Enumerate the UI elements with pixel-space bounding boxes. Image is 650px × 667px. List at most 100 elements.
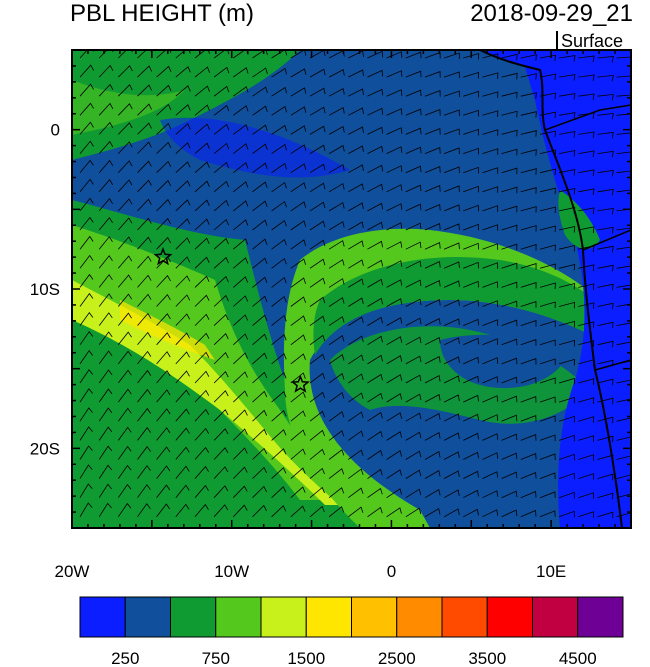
- wind-barb: [117, 426, 132, 441]
- wind-barb: [98, 274, 113, 288]
- wind-barb: [252, 143, 268, 154]
- wind-barb: [290, 277, 306, 288]
- wind-barb: [597, 378, 614, 386]
- wind-barb: [443, 318, 460, 326]
- wind-barb: [578, 378, 595, 385]
- wind-barb: [386, 412, 403, 422]
- wind-barb: [309, 68, 326, 78]
- wind-barb: [348, 240, 364, 250]
- wind-barb: [233, 276, 249, 288]
- wind-barb: [424, 393, 441, 403]
- colorbar-label: 3500: [468, 649, 506, 667]
- wind-barb: [367, 183, 384, 193]
- wind-barb: [194, 161, 210, 174]
- wind-barb: [616, 208, 631, 212]
- wind-barb: [156, 84, 172, 97]
- wind-barb: [578, 340, 595, 347]
- colorbar-swatch: [79, 596, 126, 638]
- wind-barb: [252, 219, 268, 231]
- wind-barb: [463, 261, 479, 269]
- wind-barb: [405, 336, 422, 346]
- wind-barb: [520, 92, 537, 99]
- wind-barb: [175, 142, 191, 154]
- colorbar-swatch: [305, 596, 352, 638]
- wind-barb: [233, 295, 249, 307]
- wind-barb: [558, 339, 575, 347]
- wind-barb: [616, 436, 631, 441]
- wind-barb: [463, 375, 479, 384]
- wind-barb: [539, 320, 556, 328]
- wind-barb: [616, 75, 631, 82]
- wind-barb: [443, 451, 460, 460]
- wind-barb: [175, 237, 191, 250]
- wind-barb: [424, 147, 441, 154]
- wind-barb: [424, 242, 441, 250]
- wind-barb: [156, 503, 171, 518]
- wind-barb: [98, 255, 113, 269]
- wind-barb: [501, 205, 518, 213]
- wind-barb: [443, 128, 460, 136]
- wind-barb: [156, 484, 171, 498]
- wind-barb: [290, 239, 307, 250]
- wind-barb: [98, 121, 114, 135]
- wind-barb: [290, 467, 306, 479]
- wind-barb: [309, 296, 326, 307]
- wind-barb: [578, 492, 594, 499]
- wind-barb: [309, 144, 326, 154]
- star-marker-1: [153, 247, 173, 266]
- wind-barb: [597, 511, 614, 519]
- wind-barb: [386, 507, 402, 518]
- wind-barb: [539, 339, 556, 346]
- wind-barb: [520, 187, 537, 194]
- wind-barb: [463, 223, 479, 231]
- wind-barb: [156, 370, 171, 384]
- wind-barb: [252, 314, 268, 326]
- x-tick-label: 0: [387, 562, 396, 581]
- wind-barb: [252, 295, 268, 307]
- wind-barb: [501, 300, 518, 308]
- wind-barb: [539, 510, 556, 518]
- wind-barb: [367, 107, 384, 116]
- wind-barb: [175, 104, 191, 116]
- wind-barb: [597, 454, 614, 462]
- wind-barb: [175, 218, 191, 231]
- wind-barb: [309, 505, 325, 518]
- wind-barb: [156, 103, 172, 116]
- wind-barb: [616, 113, 631, 120]
- wind-barb: [367, 221, 383, 231]
- wind-barb: [290, 372, 306, 384]
- wind-barb: [578, 511, 594, 518]
- wind-barb: [271, 86, 287, 97]
- wind-barb: [309, 429, 325, 441]
- wind-barb: [328, 297, 345, 307]
- wind-barb: [597, 74, 614, 82]
- wind-barb: [367, 88, 384, 97]
- wind-barb: [578, 131, 595, 138]
- wind-barb: [558, 301, 576, 309]
- wind-barb: [482, 224, 499, 231]
- wind-barb: [348, 259, 364, 269]
- wind-barb: [348, 164, 364, 174]
- wind-barb: [559, 282, 576, 290]
- wind-barb: [328, 164, 345, 174]
- wind-barb: [597, 264, 614, 272]
- wind-barb: [328, 449, 345, 460]
- wind-barb: [578, 397, 595, 404]
- wind-barb: [501, 53, 518, 61]
- wind-barb: [443, 223, 460, 231]
- wind-barb: [520, 149, 537, 156]
- wind-barb: [463, 432, 479, 441]
- wind-barb: [501, 471, 518, 479]
- wind-barb: [443, 337, 460, 346]
- wind-barb: [271, 334, 287, 346]
- wind-barb: [578, 112, 595, 119]
- wind-barb: [367, 506, 383, 518]
- wind-barb: [482, 262, 499, 269]
- wind-barb: [348, 506, 364, 518]
- wind-barb: [616, 303, 631, 307]
- wind-barb: [348, 221, 364, 231]
- wind-barb: [194, 465, 209, 479]
- wind-barb: [520, 54, 537, 61]
- wind-barb: [118, 179, 133, 193]
- wind-barb: [482, 243, 499, 250]
